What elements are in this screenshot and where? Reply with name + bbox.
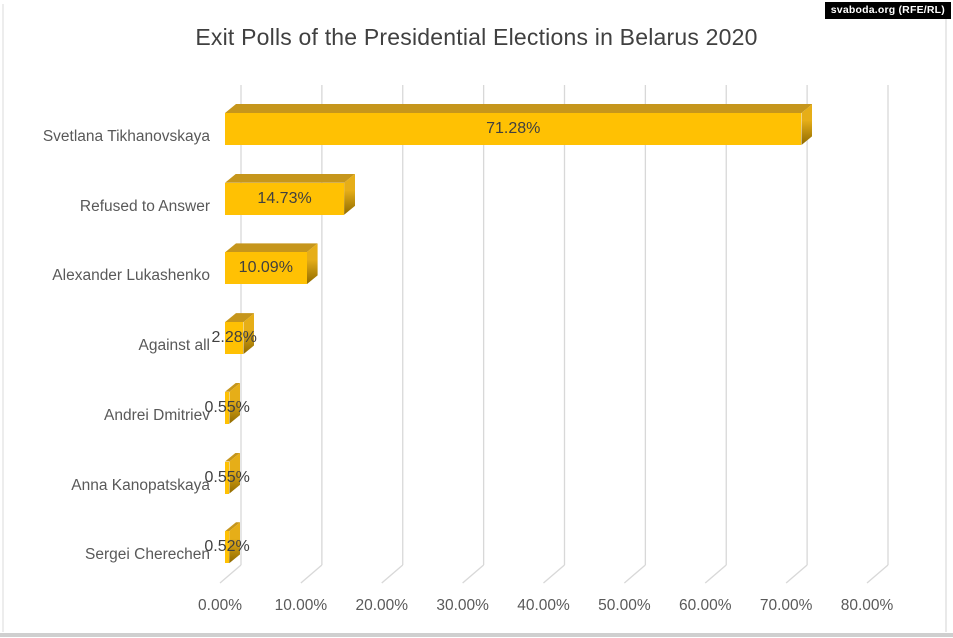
x-tick-label: 40.00% bbox=[517, 597, 570, 614]
bottom-divider bbox=[0, 633, 953, 637]
bar bbox=[225, 173, 356, 215]
bar-side-bevel bbox=[243, 313, 255, 355]
bar-top-bevel bbox=[225, 174, 355, 183]
x-tick-label: 60.00% bbox=[678, 597, 732, 614]
x-tick-label: 20.00% bbox=[355, 597, 409, 614]
value-label: 0.55% bbox=[204, 468, 250, 486]
bar-side-bevel bbox=[229, 522, 241, 564]
gridline-floor-edge bbox=[866, 564, 889, 584]
bar-side-bevel bbox=[306, 243, 318, 285]
bar-face bbox=[225, 461, 230, 494]
x-tick-label: 80.00% bbox=[840, 597, 894, 614]
bar-side-bevel bbox=[801, 104, 813, 145]
value-label: 0.55% bbox=[204, 398, 250, 416]
chart-title: Exit Polls of the Presidential Elections… bbox=[195, 24, 758, 50]
bar-top-bevel bbox=[225, 453, 240, 462]
x-tick-label: 50.00% bbox=[598, 597, 651, 614]
bar-top-bevel bbox=[225, 313, 254, 322]
bar-face bbox=[225, 322, 244, 355]
left-border bbox=[2, 4, 4, 632]
category-label: Svetlana Tikhanovskaya bbox=[42, 128, 210, 145]
gridline-floor-edge bbox=[462, 564, 485, 584]
gridline-floor-edge bbox=[300, 564, 323, 584]
bar bbox=[225, 382, 241, 424]
bar-face bbox=[225, 391, 230, 424]
value-label: 0.52% bbox=[204, 538, 250, 556]
value-label: 14.73% bbox=[257, 189, 312, 207]
value-label: 2.28% bbox=[211, 329, 257, 347]
bar-top-bevel bbox=[225, 243, 318, 252]
category-label: Anna Kanopatskaya bbox=[71, 476, 210, 494]
category-label: Andrei Dmitriev bbox=[104, 406, 210, 424]
gridline-floor-edge bbox=[543, 564, 565, 584]
value-label: 10.09% bbox=[238, 259, 293, 277]
category-label: Alexander Lukashenko bbox=[52, 267, 210, 285]
x-tick-label: 70.00% bbox=[759, 597, 813, 614]
bar-side-bevel bbox=[229, 382, 241, 424]
bar-face bbox=[225, 531, 230, 564]
bar bbox=[225, 452, 241, 494]
x-tick-label: 10.00% bbox=[274, 597, 328, 614]
bar bbox=[225, 104, 813, 145]
gridline-floor-edge bbox=[219, 564, 242, 584]
x-tick-label: 30.00% bbox=[436, 597, 489, 614]
bar bbox=[225, 243, 319, 285]
category-label: Sergei Cherechen bbox=[85, 546, 210, 564]
gridline-floor-edge bbox=[623, 564, 646, 584]
category-label: Against all bbox=[138, 337, 210, 355]
bar bbox=[225, 313, 255, 355]
bar-face bbox=[225, 252, 307, 285]
bar-top-bevel bbox=[225, 383, 240, 392]
bar-top-bevel bbox=[225, 104, 812, 113]
gridline-floor-edge bbox=[381, 564, 404, 584]
gridline-floor-edge bbox=[785, 564, 808, 584]
bar bbox=[225, 522, 241, 564]
bar-face bbox=[225, 113, 802, 145]
value-label: 71.28% bbox=[486, 120, 541, 137]
category-label: Refused to Answer bbox=[79, 197, 210, 215]
right-border bbox=[945, 4, 947, 632]
bar-side-bevel bbox=[344, 173, 356, 215]
bar-side-bevel bbox=[229, 452, 241, 494]
watermark-badge: svaboda.org (RFE/RL) bbox=[824, 2, 951, 19]
gridline-floor-edge bbox=[704, 564, 727, 584]
bar-top-bevel bbox=[225, 522, 240, 531]
bar-face bbox=[225, 182, 345, 215]
x-tick-label: 0.00% bbox=[198, 597, 242, 614]
